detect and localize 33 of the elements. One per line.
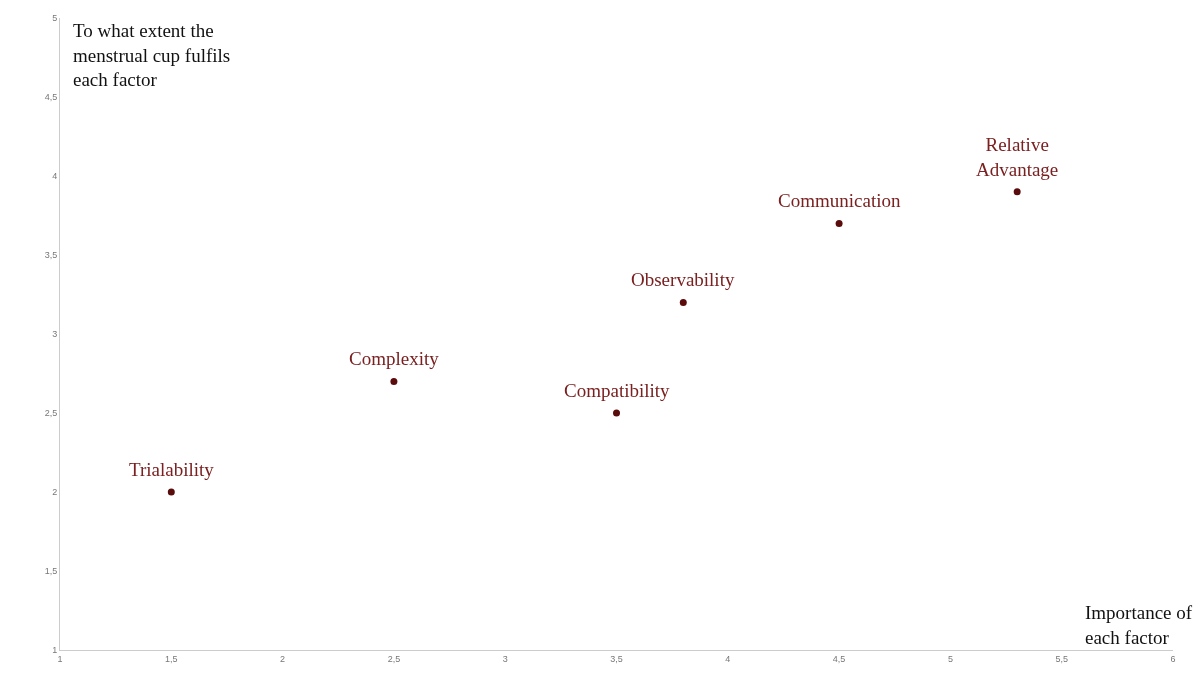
y-tick-label: 1,5 bbox=[44, 566, 58, 577]
annotation: Observability bbox=[631, 269, 735, 290]
annotation: Trialability bbox=[129, 459, 215, 480]
point bbox=[167, 488, 175, 496]
y-tick-label: 1 bbox=[52, 645, 58, 656]
x-tick-label: 2 bbox=[280, 653, 286, 664]
x-axis-title: Importance of each factor bbox=[1085, 602, 1193, 648]
y-tick-label: 3,5 bbox=[44, 250, 58, 261]
x-tick-label: 6 bbox=[1170, 653, 1176, 664]
y-tick-label: 5 bbox=[52, 13, 58, 24]
point bbox=[1013, 188, 1021, 196]
x-tick-label: 1,5 bbox=[165, 653, 178, 664]
point bbox=[390, 377, 398, 385]
x-tick-label: 5 bbox=[947, 653, 953, 664]
annotation: Complexity bbox=[349, 348, 440, 369]
x-tick-label: 5,5 bbox=[1055, 653, 1068, 664]
point bbox=[679, 298, 687, 306]
annotation: Compatibility bbox=[564, 380, 671, 401]
x-tick-label: 3,5 bbox=[610, 653, 623, 664]
annotation: Relative Advantage bbox=[976, 134, 1059, 180]
y-tick-label: 4 bbox=[52, 171, 58, 182]
y-axis-title: To what extent the menstrual cup fulfils each factor bbox=[73, 20, 231, 91]
y-tick-label: 3 bbox=[52, 329, 58, 340]
annotation: Communication bbox=[778, 190, 901, 211]
x-tick-label: 4,5 bbox=[832, 653, 846, 664]
x-tick-label: 4 bbox=[725, 653, 731, 664]
y-tick-label: 2,5 bbox=[44, 408, 58, 419]
y-tick-label: 4,5 bbox=[44, 92, 58, 103]
x-tick-label: 3 bbox=[502, 653, 508, 664]
point bbox=[613, 409, 620, 417]
point bbox=[835, 219, 843, 227]
x-tick-label: 2,5 bbox=[387, 653, 401, 664]
y-tick-label: 2 bbox=[52, 487, 58, 498]
